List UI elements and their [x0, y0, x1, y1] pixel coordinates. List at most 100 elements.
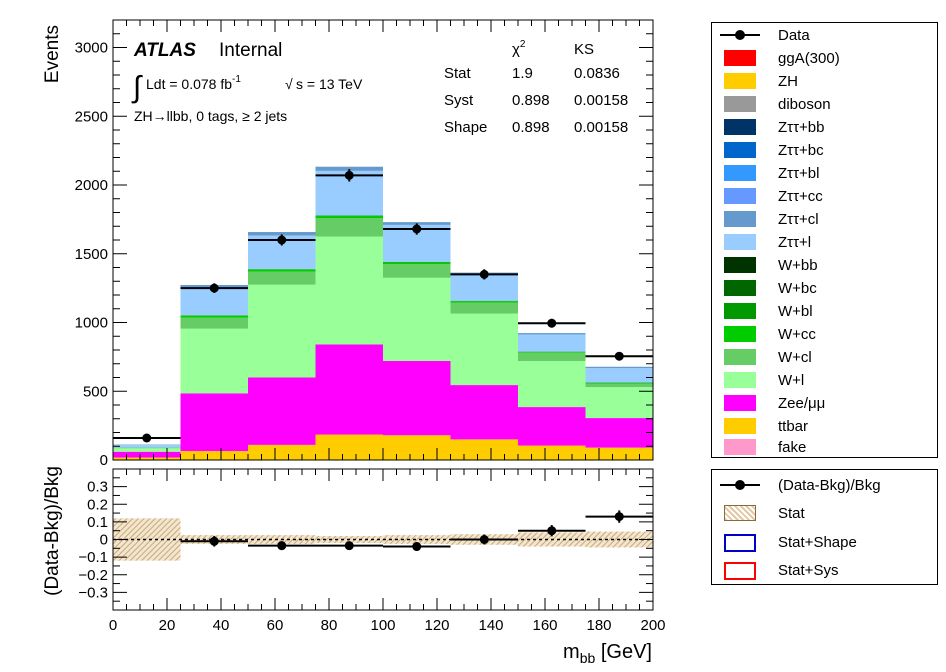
legend-swatch — [724, 418, 756, 434]
stack-bar — [585, 418, 653, 448]
stack-bar — [315, 344, 383, 435]
ratio-y-tick-label: 0.3 — [87, 479, 108, 496]
stack-bar — [383, 277, 451, 361]
stats-row-ks: 0.00158 — [574, 119, 628, 136]
legend-label: Zττ+l — [778, 233, 812, 251]
legend-entry: Zττ+l — [720, 232, 811, 252]
legend-swatch — [724, 211, 756, 227]
ratio-legend-entry: Stat+Shape — [720, 532, 857, 552]
stack-bar — [450, 301, 518, 303]
lumi-text: Ldt = 0.078 fb-1 — [146, 74, 241, 92]
data-point — [344, 170, 354, 180]
x-axis-title-main: m — [563, 641, 580, 663]
stack-bar — [518, 352, 586, 353]
stack-bar — [315, 434, 383, 460]
atlas-status: Internal — [219, 40, 282, 61]
main-y-axis-title: Events — [42, 25, 63, 83]
stack-bar — [315, 215, 383, 218]
legend-swatch — [724, 73, 756, 89]
stack-bar — [518, 334, 586, 352]
integral-sign: ∫ — [131, 71, 143, 104]
ratio-y-tick-label: 0.2 — [87, 496, 108, 513]
stat-band — [383, 535, 451, 544]
y-tick-label: 3000 — [75, 40, 108, 57]
ratio-legend-entry: (Data-Bkg)/Bkg — [720, 475, 881, 495]
y-tick-label: 500 — [83, 383, 108, 400]
legend-marker-icon — [720, 477, 760, 493]
ratio-point — [344, 541, 354, 551]
ratio-point — [547, 526, 557, 536]
data-point — [142, 433, 152, 443]
stack-bar — [180, 393, 248, 452]
stack-bar — [248, 232, 316, 236]
x-axis-title: mbb [GeV] — [563, 641, 652, 666]
legend-swatch — [724, 50, 756, 66]
legend-entry: W+bl — [720, 301, 813, 321]
legend-label: W+cc — [778, 325, 816, 343]
legend-label: W+l — [778, 371, 805, 389]
legend-entry: W+bb — [720, 255, 818, 275]
stack-bar — [518, 333, 586, 335]
stats-row-chi2: 1.9 — [512, 65, 533, 82]
ratio-point — [277, 541, 287, 551]
legend-swatch — [724, 326, 756, 342]
x-axis-title-sub: bb — [580, 650, 596, 666]
stack-bar — [315, 166, 383, 171]
legend-swatch — [724, 439, 756, 455]
ratio-point — [412, 542, 422, 552]
legend-label: fake — [778, 438, 807, 456]
stack-bar — [585, 383, 653, 388]
stack-bar — [180, 451, 248, 460]
legend-swatch — [724, 349, 756, 365]
ratio-point — [614, 512, 624, 522]
x-tick-label: 60 — [267, 617, 284, 634]
ratio-y-tick-label: −0.3 — [78, 584, 108, 601]
stack-bar — [585, 383, 653, 384]
stack-bar — [383, 361, 451, 436]
y-tick-label: 0 — [100, 452, 108, 469]
legend-label: Zee/μμ — [778, 394, 826, 412]
legend-entry: Zττ+cl — [720, 209, 819, 229]
stack-bar — [248, 271, 316, 285]
stack-bar — [585, 387, 653, 419]
legend-label: (Data-Bkg)/Bkg — [778, 476, 881, 494]
legend-label: ggA(300) — [778, 49, 840, 67]
stats-row-label: Stat — [444, 65, 472, 82]
stack-bar — [585, 447, 653, 460]
x-tick-label: 160 — [532, 617, 557, 634]
stack-bar — [383, 435, 451, 460]
legend-label: Zττ+bb — [778, 118, 825, 136]
ratio-y-tick-label: −0.2 — [78, 567, 108, 584]
stack-bar — [248, 444, 316, 460]
stack-bar — [315, 218, 383, 237]
ratio-panel: −0.3−0.2−0.100.10.20.30 20 40 60 80 100 120 140… — [78, 468, 666, 634]
legend-swatch — [724, 303, 756, 319]
stack-bar — [180, 317, 248, 329]
legend-label: Zττ+cc — [778, 187, 823, 205]
stats-row-label: Syst — [444, 92, 474, 109]
legend-label: ttbar — [778, 417, 809, 435]
legend-swatch — [724, 96, 756, 112]
stack-bar — [450, 302, 518, 314]
outline-swatch-icon — [724, 562, 756, 580]
legend-label: Zττ+cl — [778, 210, 819, 228]
legend-label: Data — [778, 26, 810, 44]
stack-bar — [450, 385, 518, 440]
legend-entry: W+l — [720, 370, 804, 390]
stats-row-ks: 0.00158 — [574, 92, 628, 109]
outline-swatch-icon — [724, 534, 756, 552]
stack-bar — [518, 445, 586, 460]
legend-label: Stat+Sys — [778, 561, 839, 579]
ratio-legend-entry: Stat — [720, 503, 805, 523]
legend-entry: Zττ+bc — [720, 140, 824, 160]
stats-header-chi2: χ2 — [512, 39, 526, 58]
stack-bar — [113, 444, 181, 448]
legend-label: diboson — [778, 95, 831, 113]
stats-chi-symbol: χ — [512, 41, 520, 58]
legend-entry: ZH — [720, 71, 798, 91]
legend-label: W+bb — [778, 256, 818, 274]
stack-bar — [518, 361, 586, 408]
stack-bar — [450, 439, 518, 460]
x-tick-label: 40 — [213, 617, 230, 634]
